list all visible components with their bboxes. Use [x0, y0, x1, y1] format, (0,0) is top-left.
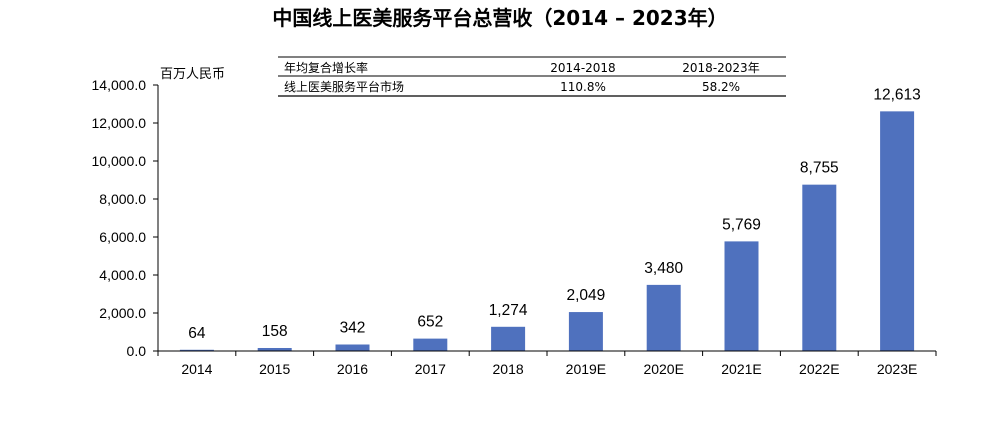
y-axis: 0.0 2,000.0 4,000.0 6,000.0 8,000.0 10,000.0 1… [92, 77, 159, 359]
x-tick-label: 2020E [643, 361, 683, 377]
y-tick-label: 12,000.0 [92, 115, 147, 131]
data-label: 8,755 [800, 160, 839, 177]
x-tick-label: 2022E [799, 361, 839, 377]
y-tick-label: 2,000.0 [99, 305, 146, 321]
bar [724, 241, 759, 351]
table-cell-cagr-1: 110.8% [560, 80, 606, 94]
x-tick-label: 2015 [259, 361, 290, 377]
x-tick-label: 2018 [493, 361, 524, 377]
y-tick-label: 0.0 [127, 343, 147, 359]
x-tick-label: 2017 [415, 361, 446, 377]
bars: 64 158 342 652 1,274 2,049 3,480 5,769 8,755 12,6… [179, 86, 921, 351]
table-header-metric: 年均复合增长率 [284, 60, 368, 75]
bar [257, 347, 292, 351]
y-tick-label: 4,000.0 [99, 267, 146, 283]
y-tick-label: 10,000.0 [92, 153, 147, 169]
bar [568, 312, 603, 351]
data-label: 158 [262, 323, 288, 340]
table-header-period-2: 2018-2023年 [682, 61, 759, 75]
chart-title: 中国线上医美服务平台总营收（2014 – 2023年） [272, 6, 727, 30]
data-label: 2,049 [567, 287, 606, 304]
data-label: 12,613 [873, 86, 920, 103]
x-tick-label: 2016 [337, 361, 368, 377]
bar [802, 184, 837, 351]
y-tick-label: 6,000.0 [99, 229, 146, 245]
data-label: 64 [188, 325, 206, 342]
table-header-period-1: 2014-2018 [550, 61, 615, 75]
bar [413, 338, 448, 351]
x-tick-label: 2021E [721, 361, 761, 377]
cagr-table: 年均复合增长率 2014-2018 2018-2023年 线上医美服务平台市场 … [278, 56, 786, 97]
bar [335, 344, 370, 351]
x-tick-label: 2019E [566, 361, 606, 377]
x-tick-label: 2023E [877, 361, 917, 377]
y-tick-label: 8,000.0 [99, 191, 146, 207]
bar [179, 349, 214, 351]
x-axis: 2014 2015 2016 2017 2018 2019E 2020E 2021E 2022E… [157, 350, 937, 377]
table-cell-cagr-2: 58.2% [702, 80, 740, 94]
y-axis-unit-label: 百万人民币 [160, 67, 225, 82]
data-label: 1,274 [489, 302, 528, 319]
bar [646, 284, 681, 351]
x-tick-label: 2014 [181, 361, 212, 377]
table-row-label: 线上医美服务平台市场 [284, 79, 404, 94]
data-label: 342 [340, 320, 366, 337]
bar [880, 111, 915, 351]
bar [491, 326, 526, 351]
y-tick-label: 14,000.0 [92, 77, 147, 93]
data-label: 3,480 [644, 260, 683, 277]
data-label: 652 [417, 314, 443, 331]
data-label: 5,769 [722, 216, 761, 233]
